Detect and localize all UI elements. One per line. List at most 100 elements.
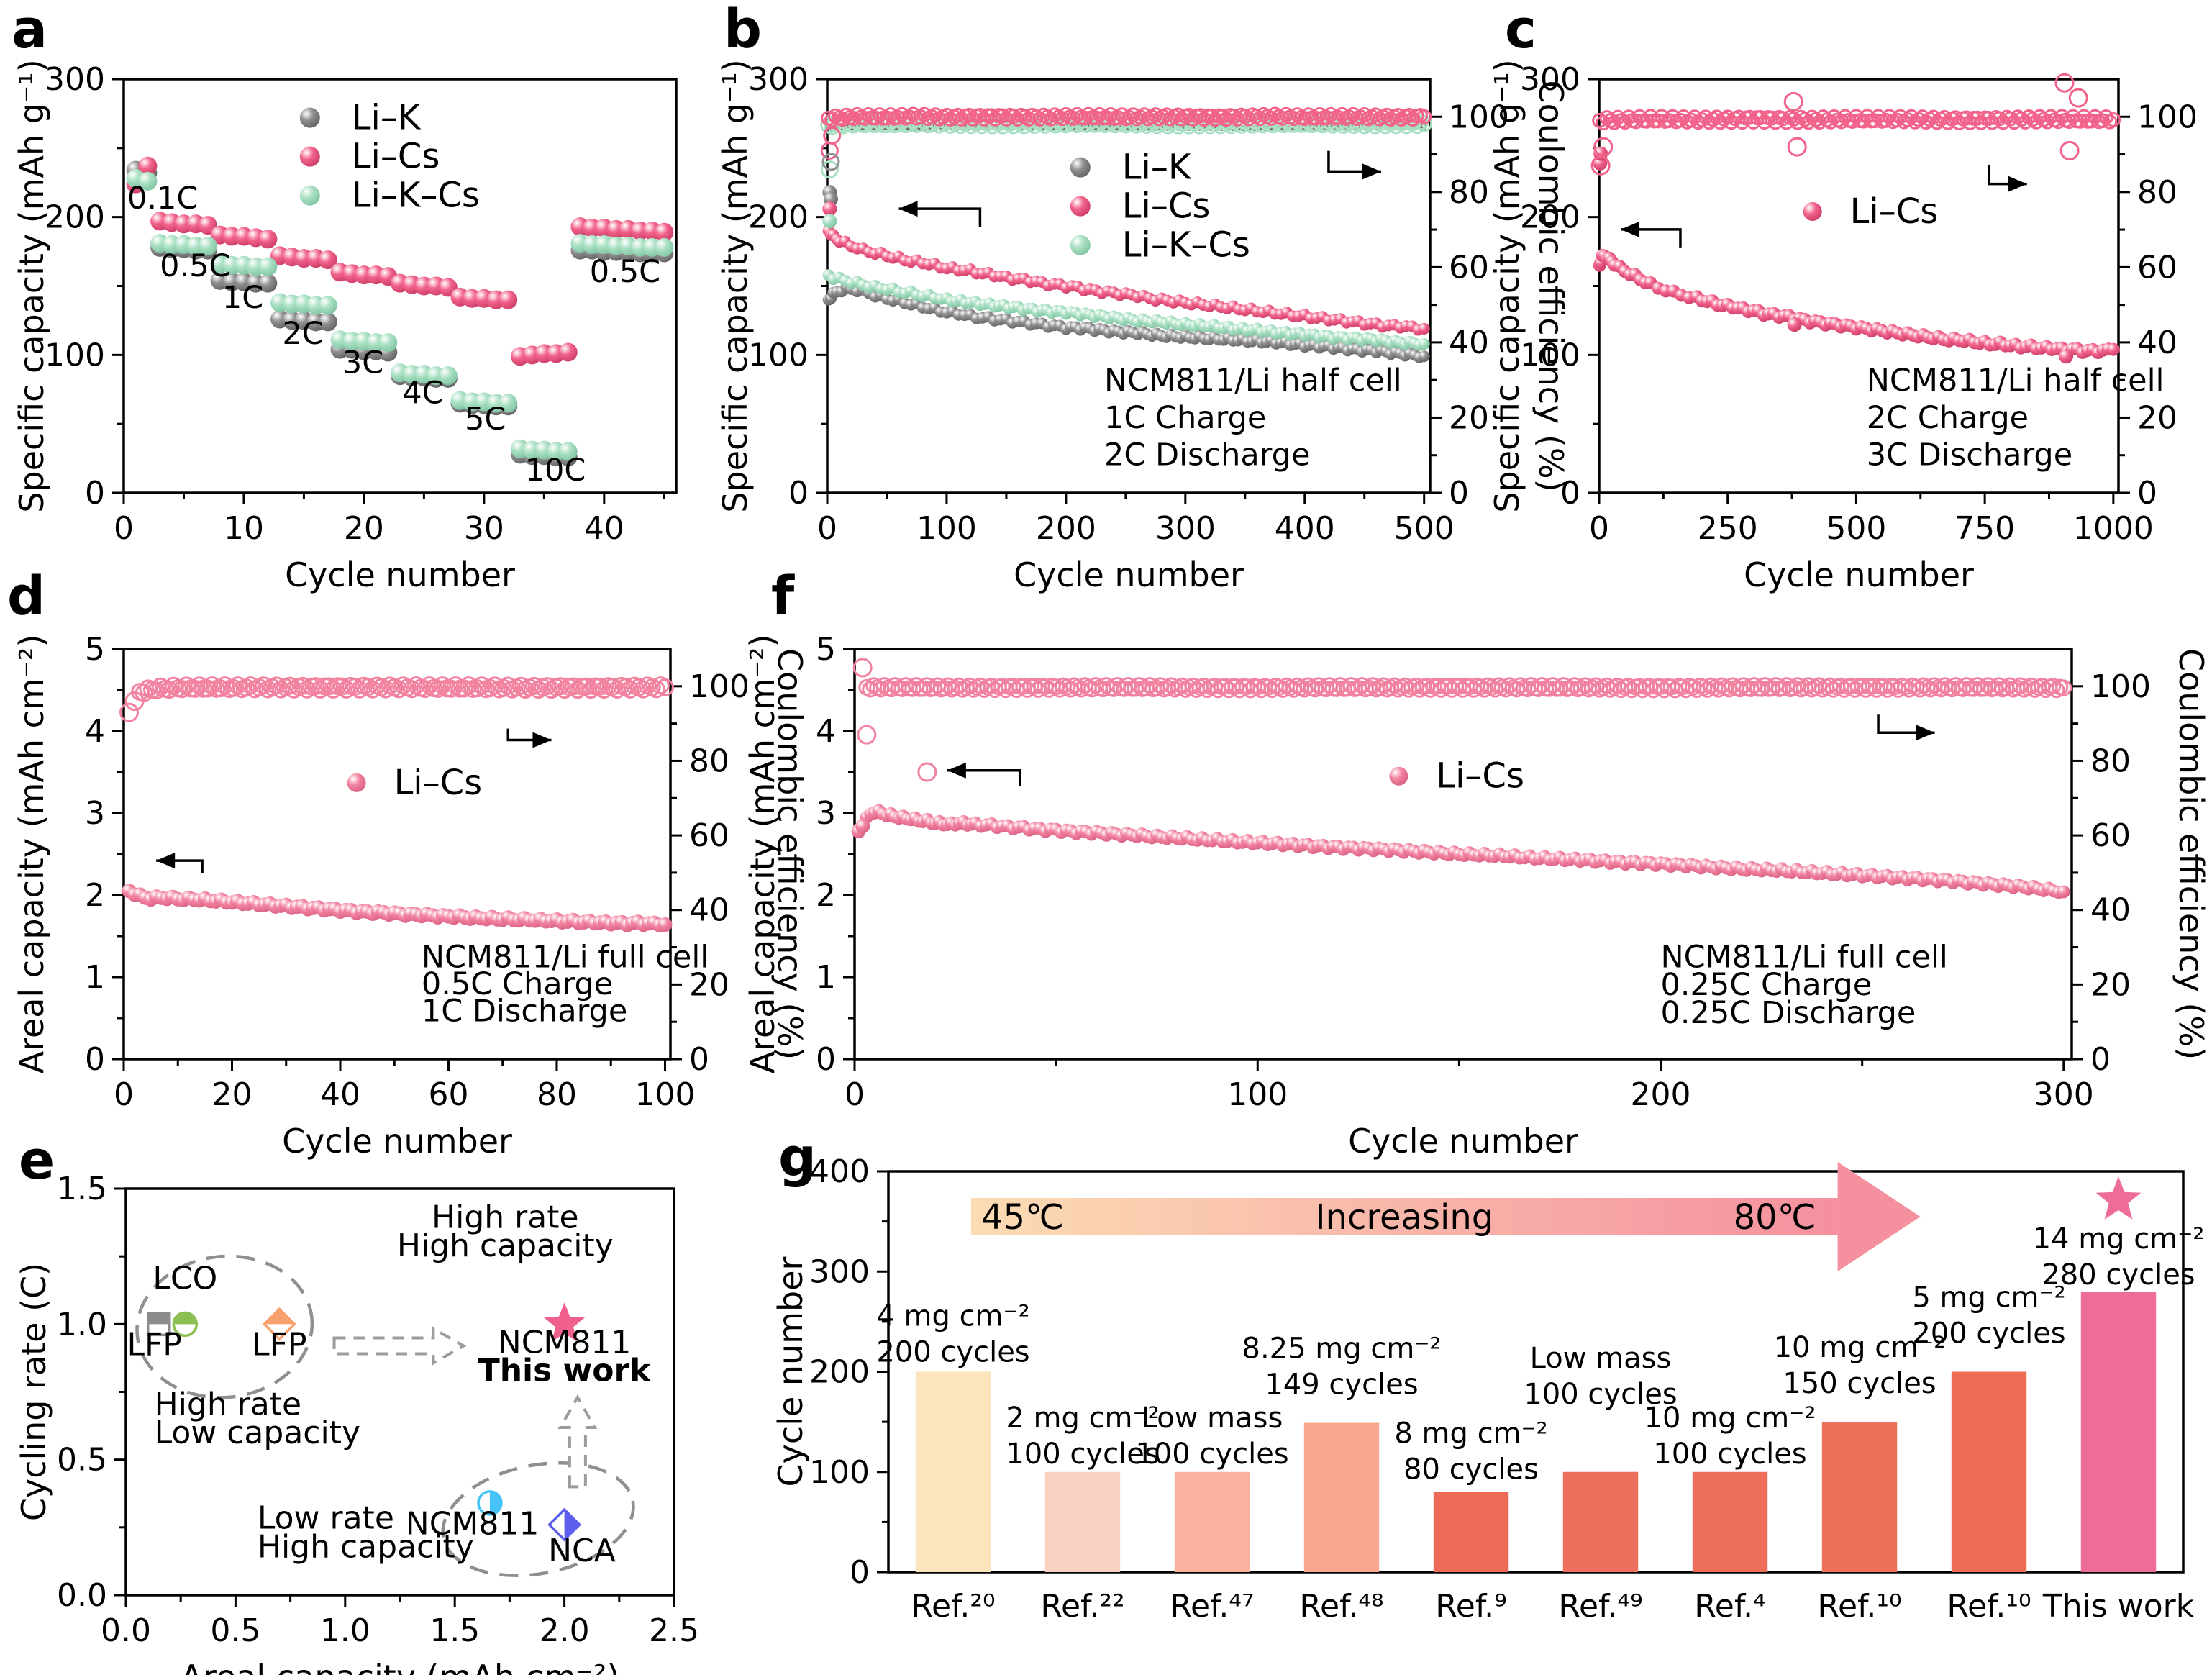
svg-text:100: 100 (2137, 99, 2198, 135)
svg-text:2: 2 (85, 877, 105, 914)
svg-text:NCM811/Li half cell: NCM811/Li half cell (1104, 363, 1402, 399)
svg-text:0: 0 (845, 1076, 865, 1113)
svg-text:Ref.¹⁰: Ref.¹⁰ (1817, 1588, 1901, 1625)
svg-text:20: 20 (1449, 399, 1489, 436)
svg-text:0.5C: 0.5C (590, 254, 660, 290)
svg-text:0.25C Discharge: 0.25C Discharge (1661, 995, 1916, 1031)
svg-text:Ref.⁴⁷: Ref.⁴⁷ (1170, 1588, 1254, 1625)
literature-comparison-bar-chart: 0 100 200 300 400 Cycle number 45℃ Increasing 80… (771, 1153, 2204, 1625)
svg-text:LFP: LFP (127, 1327, 181, 1363)
svg-text:NCM811/Li full cell: NCM811/Li full cell (1661, 939, 1948, 975)
svg-text:10C: 10C (525, 453, 586, 489)
svg-text:Areal capacity (mAh cm⁻²): Areal capacity (mAh cm⁻²) (181, 1658, 620, 1675)
svg-text:LCO: LCO (153, 1260, 217, 1297)
svg-text:Cycling rate (C): Cycling rate (C) (14, 1263, 53, 1521)
svg-text:Low mass: Low mass (1142, 1402, 1283, 1435)
svg-text:This work: This work (478, 1352, 652, 1389)
svg-text:NCA: NCA (548, 1533, 616, 1569)
svg-text:300: 300 (2034, 1076, 2094, 1113)
svg-text:100 cycles: 100 cycles (1135, 1438, 1288, 1471)
svg-text:100: 100 (809, 1454, 870, 1491)
svg-text:5C: 5C (465, 401, 506, 437)
svg-text:Low mass: Low mass (1530, 1342, 1672, 1375)
svg-text:2.5: 2.5 (649, 1612, 699, 1649)
svg-text:0: 0 (1560, 475, 1580, 512)
svg-text:100: 100 (1520, 337, 1580, 373)
svg-text:Li–K–Cs: Li–K–Cs (352, 176, 480, 216)
svg-text:300: 300 (45, 61, 105, 98)
svg-text:80: 80 (689, 743, 729, 779)
svg-text:40: 40 (1449, 324, 1489, 361)
svg-text:Ref.⁴: Ref.⁴ (1694, 1588, 1766, 1625)
svg-text:1.5: 1.5 (57, 1171, 107, 1207)
svg-text:Areal capacity (mAh cm⁻²): Areal capacity (mAh cm⁻²) (743, 635, 782, 1074)
svg-text:40: 40 (320, 1076, 360, 1113)
svg-text:Li–Cs: Li–Cs (394, 763, 483, 803)
svg-text:Specific capacity (mAh g⁻¹): Specific capacity (mAh g⁻¹) (12, 59, 51, 512)
svg-text:0: 0 (689, 1041, 709, 1078)
svg-text:2.0: 2.0 (540, 1612, 590, 1649)
svg-text:0: 0 (85, 1041, 105, 1078)
rate-capability-chart: 0 10 20 30 40 0 100 200 300 Cycle number Specific … (12, 59, 678, 594)
svg-text:8 mg cm⁻²: 8 mg cm⁻² (1394, 1417, 1547, 1451)
rate-vs-capacity-map: 0.0 0.5 1.0 1.5 2.0 2.5 0.0 0.5 1.0 1.5 Areal capa… (14, 1171, 699, 1675)
svg-text:This work: This work (2042, 1588, 2195, 1625)
svg-text:40: 40 (584, 510, 624, 547)
svg-text:100 cycles: 100 cycles (1653, 1438, 1806, 1471)
svg-text:NCM811/Li full cell: NCM811/Li full cell (422, 939, 709, 975)
svg-text:2: 2 (816, 877, 836, 914)
svg-text:60: 60 (1449, 249, 1489, 286)
svg-text:High rate: High rate (432, 1199, 579, 1236)
svg-text:1: 1 (816, 959, 836, 996)
svg-text:100 cycles: 100 cycles (1524, 1378, 1677, 1411)
svg-text:0: 0 (1449, 475, 1469, 512)
svg-text:1C Discharge: 1C Discharge (422, 994, 627, 1030)
svg-text:3C: 3C (342, 345, 383, 381)
svg-text:High rate: High rate (155, 1386, 302, 1423)
svg-text:20: 20 (2137, 399, 2177, 436)
svg-text:80℃: 80℃ (1734, 1197, 1816, 1238)
svg-text:1.0: 1.0 (320, 1612, 370, 1649)
svg-text:80: 80 (2090, 743, 2131, 779)
svg-text:280 cycles: 280 cycles (2042, 1258, 2195, 1292)
svg-text:Specific capacity (mAh g⁻¹): Specific capacity (mAh g⁻¹) (716, 59, 755, 512)
svg-text:Low capacity: Low capacity (155, 1415, 360, 1451)
svg-text:4: 4 (816, 713, 836, 750)
svg-text:8.25 mg cm⁻²: 8.25 mg cm⁻² (1242, 1333, 1442, 1366)
svg-text:0: 0 (2090, 1041, 2111, 1078)
svg-text:20: 20 (689, 966, 729, 1003)
svg-text:Cycle number: Cycle number (285, 555, 515, 594)
svg-text:5: 5 (816, 631, 836, 668)
svg-text:0.5C Charge: 0.5C Charge (422, 966, 613, 1002)
svg-text:0: 0 (1589, 510, 1609, 547)
svg-text:300: 300 (1155, 510, 1216, 547)
svg-text:3C Discharge: 3C Discharge (1867, 437, 2072, 473)
svg-text:Li–Cs: Li–Cs (352, 137, 440, 177)
svg-text:20: 20 (211, 1076, 252, 1113)
svg-text:300: 300 (809, 1253, 870, 1290)
svg-text:1C: 1C (222, 280, 263, 316)
svg-text:1.5: 1.5 (429, 1612, 480, 1649)
svg-text:30: 30 (464, 510, 504, 547)
svg-text:5 mg cm⁻²: 5 mg cm⁻² (1912, 1281, 2065, 1315)
svg-text:60: 60 (2137, 249, 2177, 286)
svg-text:Ref.²²: Ref.²² (1040, 1588, 1124, 1625)
svg-text:Cycle number: Cycle number (282, 1122, 512, 1161)
svg-text:200: 200 (45, 199, 105, 236)
panel-label-d: d (7, 566, 45, 627)
svg-text:100: 100 (689, 668, 750, 705)
svg-text:0.0: 0.0 (101, 1612, 151, 1649)
svg-text:80: 80 (537, 1076, 577, 1113)
svg-text:1.0: 1.0 (57, 1306, 107, 1343)
svg-text:4 mg cm⁻²: 4 mg cm⁻² (876, 1300, 1029, 1333)
svg-text:0.0: 0.0 (57, 1577, 107, 1614)
svg-text:2C Discharge: 2C Discharge (1104, 437, 1310, 473)
svg-text:200 cycles: 200 cycles (876, 1336, 1029, 1369)
svg-text:NCM811: NCM811 (406, 1505, 540, 1542)
svg-text:100: 100 (1227, 1076, 1288, 1113)
svg-text:LFP: LFP (252, 1327, 306, 1363)
svg-text:200: 200 (748, 199, 809, 236)
svg-text:0: 0 (850, 1554, 870, 1591)
svg-text:NCM811/Li half cell: NCM811/Li half cell (1867, 363, 2165, 399)
